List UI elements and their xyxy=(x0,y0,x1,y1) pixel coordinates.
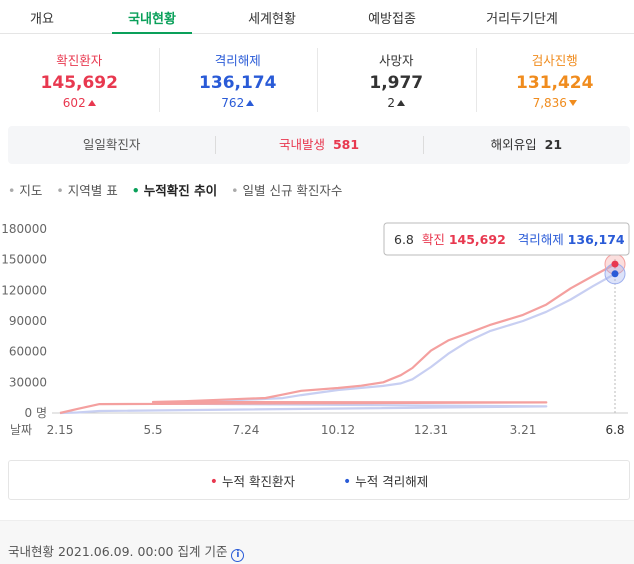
released-marker xyxy=(611,270,619,278)
stat-released-delta: 762 xyxy=(159,96,318,110)
daily-overseas: 해외유입 21 xyxy=(422,126,630,164)
x-tick-label: 10.12 xyxy=(321,423,355,437)
x-tick-label: 12.31 xyxy=(414,423,448,437)
stat-released-value: 136,174 xyxy=(199,73,277,93)
y-tick-label: 180000 xyxy=(1,222,47,236)
menu-daily-new[interactable]: • 일별 신규 확진자수 xyxy=(231,183,343,198)
chart-view-menu: • 지도 • 지역별 표 • 누적확진 추이 • 일별 신규 확진자수 xyxy=(8,180,356,200)
tooltip-text: 6.8 확진 145,692 격리해제 136,174 xyxy=(394,232,625,247)
legend-released[interactable]: • 누적 격리해제 xyxy=(343,473,429,490)
chart-legend: • 누적 확진환자 • 누적 격리해제 xyxy=(8,460,630,500)
menu-region-table[interactable]: • 지역별 표 xyxy=(56,183,118,198)
stat-confirmed-delta: 602 xyxy=(0,96,159,110)
stat-deaths-delta: 2 xyxy=(317,96,476,110)
stat-confirmed-label: 확진환자 xyxy=(56,53,103,68)
x-tick-label: 6.8 xyxy=(605,423,624,437)
y-tick-label: 120000 xyxy=(1,283,47,297)
stat-released: 격리해제 136,174 762 xyxy=(158,44,318,120)
y-tick-label: 60000 xyxy=(9,345,47,359)
main-tabs: 개요 국내현황 세계현황 예방접종 거리두기단계 xyxy=(0,0,634,34)
y-tick-label: 0 명 xyxy=(25,406,48,420)
y-tick-label: 90000 xyxy=(9,314,47,328)
confirmed-line xyxy=(59,263,616,415)
stat-deaths: 사망자 1,977 2 xyxy=(317,44,476,120)
y-tick-label: 150000 xyxy=(1,253,47,267)
daily-domestic: 국내발생 581 xyxy=(215,126,422,164)
stat-testing-label: 검사진행 xyxy=(531,53,578,68)
stat-released-label: 격리해제 xyxy=(214,53,261,68)
stat-testing-value: 131,424 xyxy=(516,73,594,93)
stat-deaths-label: 사망자 xyxy=(378,53,414,68)
tab-overview[interactable]: 개요 xyxy=(30,12,54,27)
menu-map[interactable]: • 지도 xyxy=(8,183,43,198)
info-icon[interactable]: i xyxy=(231,549,245,562)
stat-confirmed: 확진환자 145,692 602 xyxy=(0,44,159,120)
cumulative-chart: 180000 150000 120000 90000 60000 30000 0 명날짜 2.… xyxy=(1,222,630,437)
arrow-up-icon xyxy=(246,100,255,106)
arrow-up-icon xyxy=(87,100,96,106)
released-line xyxy=(59,272,616,415)
stat-deaths-value: 1,977 xyxy=(369,73,424,93)
x-tick-label: 7.24 xyxy=(233,423,260,437)
arrow-up-icon xyxy=(397,100,406,106)
tooltip-box xyxy=(383,222,630,256)
daily-cases-bar: 일일확진자 국내발생 581 해외유입 21 xyxy=(8,126,630,164)
x-axis-title: 날짜 xyxy=(10,423,32,437)
stat-testing: 검사진행 131,424 7,836 xyxy=(475,44,634,120)
footer-text: 국내현황 2021.06.09. 00:00 집계 기준 xyxy=(8,544,228,559)
confirmed-marker xyxy=(611,260,619,268)
daily-cases-label: 일일확진자 xyxy=(82,137,141,152)
menu-cumulative-trend[interactable]: • 누적확진 추이 xyxy=(131,183,218,198)
x-tick-label: 5.5 xyxy=(143,423,162,437)
stat-testing-delta: 7,836 xyxy=(476,96,634,110)
stats-summary: 확진환자 145,692 602 격리해제 136,174 762 사망자 1,… xyxy=(0,44,634,120)
arrow-down-icon xyxy=(568,100,577,106)
legend-confirmed[interactable]: • 누적 확진환자 xyxy=(209,473,295,490)
tab-vaccination[interactable]: 예방접종 xyxy=(368,12,416,27)
tab-domestic[interactable]: 국내현황 xyxy=(112,0,192,34)
footer-note: 국내현황 2021.06.09. 00:00 집계 기준 i xyxy=(0,520,634,564)
y-tick-label: 30000 xyxy=(9,375,47,389)
stat-confirmed-value: 145,692 xyxy=(40,73,118,93)
tab-world[interactable]: 세계현황 xyxy=(248,12,296,27)
tab-distancing[interactable]: 거리두기단계 xyxy=(486,12,558,27)
x-tick-label: 3.21 xyxy=(510,423,537,437)
x-tick-label: 2.15 xyxy=(47,423,74,437)
